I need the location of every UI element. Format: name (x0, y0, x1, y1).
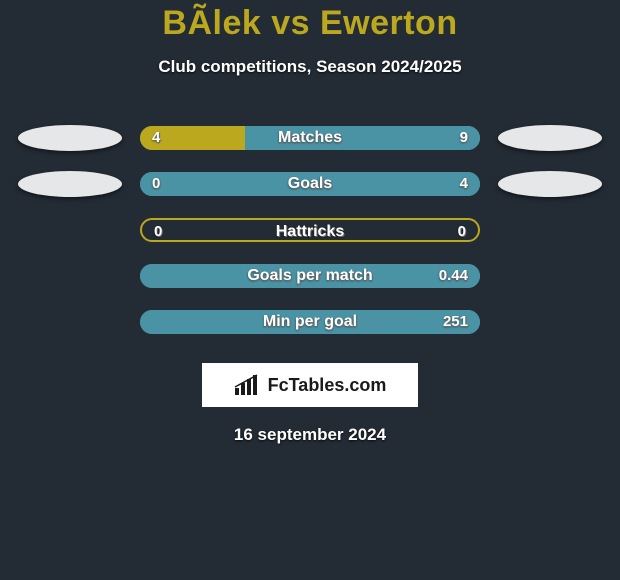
stat-bar: 49Matches (140, 126, 480, 150)
page-title: BÃ­lek vs Ewerton (0, 4, 620, 43)
left-side (0, 207, 140, 253)
stat-rows: 49Matches 04Goals 00Hattricks 0.44Goals per… (0, 115, 620, 345)
right-side (480, 207, 620, 253)
bars-icon (234, 374, 262, 396)
player-left-ellipse (18, 171, 122, 197)
date-label: 16 september 2024 (0, 425, 620, 445)
right-side (480, 115, 620, 161)
stat-label: Goals (140, 172, 480, 196)
stat-bar: 04Goals (140, 172, 480, 196)
stat-row: 0.44Goals per match (0, 253, 620, 299)
stat-label: Min per goal (140, 310, 480, 334)
stat-bar: 0.44Goals per match (140, 264, 480, 288)
right-side (480, 253, 620, 299)
player-left-ellipse (18, 125, 122, 151)
source-badge: FcTables.com (202, 363, 418, 407)
left-side (0, 161, 140, 207)
left-side (0, 115, 140, 161)
stat-bar: 251Min per goal (140, 310, 480, 334)
left-side (0, 299, 140, 345)
stat-row: 251Min per goal (0, 299, 620, 345)
right-side (480, 299, 620, 345)
subtitle: Club competitions, Season 2024/2025 (0, 57, 620, 77)
badge-text: FcTables.com (268, 375, 387, 396)
stat-row: 04Goals (0, 161, 620, 207)
comparison-card: BÃ­lek vs Ewerton Club competitions, Sea… (0, 0, 620, 445)
stat-row: 49Matches (0, 115, 620, 161)
player-right-ellipse (498, 171, 602, 197)
stat-label: Goals per match (140, 264, 480, 288)
stat-label: Hattricks (142, 220, 478, 242)
stat-row: 00Hattricks (0, 207, 620, 253)
stat-label: Matches (140, 126, 480, 150)
player-right-ellipse (498, 125, 602, 151)
stat-bar: 00Hattricks (140, 218, 480, 242)
left-side (0, 253, 140, 299)
right-side (480, 161, 620, 207)
